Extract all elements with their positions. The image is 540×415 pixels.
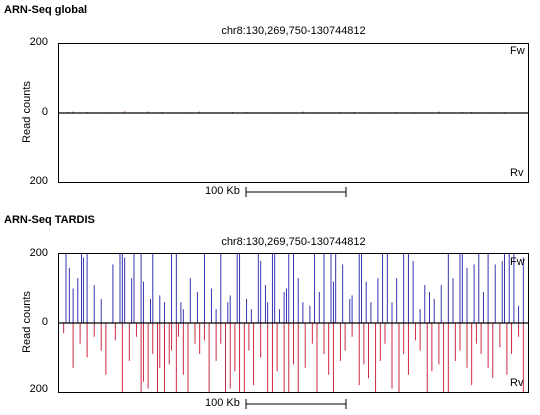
strand-label-fw-global: Fw [510, 45, 525, 57]
strand-label-rv-tardis: Rv [510, 377, 524, 389]
y-tick-top-global: 200 [29, 36, 48, 48]
plot-area-global [58, 43, 529, 183]
y-tick-bottom-tardis: 200 [29, 383, 48, 395]
scale-bar-label-global: 100 Kb [205, 185, 240, 197]
plot-area-tardis [58, 253, 529, 393]
y-tick-top-tardis: 200 [29, 247, 48, 259]
y-axis-label-tardis: Read counts [20, 291, 33, 353]
y-tick-mid-tardis: 0 [41, 316, 48, 328]
panel-title-global: ARN-Seq global [4, 4, 88, 16]
strand-label-rv-global: Rv [510, 167, 524, 179]
region-label-global: chr8:130,269,750-130744812 [221, 25, 366, 37]
plot-svg-tardis [58, 253, 529, 393]
y-tick-bottom-global: 200 [29, 175, 48, 187]
scale-bar-global [245, 187, 347, 197]
y-tick-mid-global: 0 [41, 106, 48, 118]
panel-title-tardis: ARN-Seq TARDIS [4, 214, 95, 226]
y-axis-label-global: Read counts [20, 81, 33, 143]
plot-svg-global [58, 43, 529, 183]
strand-label-fw-tardis: Fw [510, 256, 525, 268]
scale-bar-label-tardis: 100 Kb [205, 397, 240, 409]
scale-bar-tardis [245, 399, 347, 409]
region-label-tardis: chr8:130,269,750-130744812 [221, 236, 366, 248]
